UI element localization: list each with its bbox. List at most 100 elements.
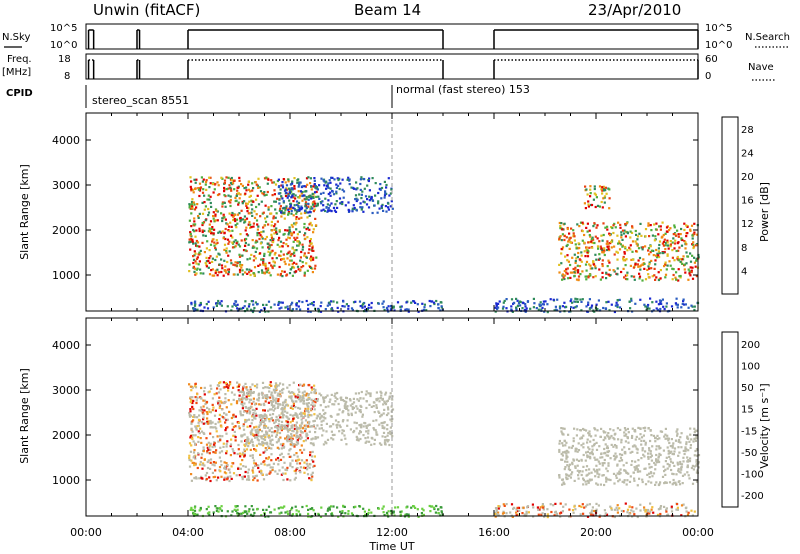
scatter-cell bbox=[206, 512, 210, 515]
scatter-cell bbox=[223, 248, 226, 251]
scatter-cell bbox=[365, 406, 368, 410]
scatter-cell bbox=[353, 206, 356, 210]
scatter-cell bbox=[326, 438, 330, 441]
scatter-cell bbox=[196, 393, 199, 396]
scatter-cell bbox=[677, 467, 680, 471]
scatter-cell bbox=[582, 442, 585, 445]
scatter-cell bbox=[562, 481, 565, 484]
scatter-cell bbox=[278, 469, 281, 472]
scatter-cell bbox=[583, 202, 586, 205]
scatter-cell bbox=[689, 457, 692, 460]
scatter-cell bbox=[653, 274, 656, 277]
scatter-cell bbox=[205, 256, 208, 259]
scatter-cell bbox=[207, 259, 210, 262]
scatter-cell bbox=[385, 511, 389, 514]
nsearch-tick-top: 10^5 bbox=[705, 23, 732, 34]
scatter-cell bbox=[605, 478, 608, 481]
scatter-cell bbox=[644, 278, 648, 281]
freq-unit-label: [MHz] bbox=[2, 67, 31, 78]
scatter-cell bbox=[589, 188, 592, 191]
scatter-cell bbox=[251, 456, 254, 459]
scatter-cell bbox=[399, 308, 402, 311]
scatter-cell bbox=[292, 196, 295, 199]
scatter-cell bbox=[495, 302, 498, 305]
scatter-cell bbox=[675, 297, 678, 300]
scatter-cell bbox=[208, 390, 211, 393]
scatter-cell bbox=[382, 511, 385, 514]
scatter-cell bbox=[290, 397, 293, 400]
scatter-cell bbox=[258, 403, 261, 406]
scatter-cell bbox=[379, 390, 382, 393]
scatter-cell bbox=[388, 194, 391, 197]
scatter-cell bbox=[321, 434, 324, 437]
scatter-cell bbox=[288, 231, 291, 234]
scatter-cell bbox=[275, 433, 278, 436]
scatter-cell bbox=[689, 433, 692, 436]
scatter-cell bbox=[689, 274, 692, 277]
scatter-cell bbox=[691, 234, 694, 237]
scatter-cell bbox=[666, 239, 669, 242]
scatter-cell bbox=[226, 440, 229, 443]
scatter-cell bbox=[437, 306, 440, 310]
scatter-cell bbox=[307, 202, 310, 205]
scatter-cell bbox=[295, 415, 299, 418]
scatter-cell bbox=[262, 226, 265, 229]
scatter-cell bbox=[361, 190, 364, 193]
scatter-cell bbox=[582, 222, 585, 226]
scatter-cell bbox=[380, 197, 383, 200]
scatter-cell bbox=[517, 506, 521, 509]
scatter-cell bbox=[596, 308, 599, 311]
scatter-cell bbox=[610, 434, 613, 438]
scatter-cell bbox=[209, 458, 213, 461]
scatter-cell bbox=[293, 434, 296, 437]
scatter-cell bbox=[497, 306, 500, 309]
scatter-cell bbox=[580, 436, 583, 439]
scatter-cell bbox=[275, 227, 278, 230]
scatter-cell bbox=[216, 507, 219, 510]
scatter-cell bbox=[312, 465, 315, 468]
scatter-cell bbox=[503, 299, 506, 302]
scatter-cell bbox=[631, 434, 634, 438]
scatter-cell bbox=[311, 425, 314, 428]
colorbar-tick-label: 8 bbox=[741, 243, 747, 254]
scatter-cell bbox=[292, 240, 295, 243]
scatter-cell bbox=[569, 263, 572, 267]
scatter-cell bbox=[277, 302, 280, 305]
scatter-cell bbox=[647, 273, 650, 276]
scatter-cell bbox=[338, 424, 341, 427]
scatter-cell bbox=[642, 453, 645, 456]
scatter-cell bbox=[279, 425, 282, 429]
scatter-cell bbox=[193, 267, 196, 270]
scatter-cell bbox=[628, 300, 631, 303]
scatter-cell bbox=[241, 478, 244, 481]
scatter-cell bbox=[602, 438, 605, 442]
scatter-cell bbox=[256, 234, 259, 237]
scatter-cell bbox=[381, 435, 384, 438]
scatter-cell bbox=[199, 506, 202, 510]
scatter-cell bbox=[230, 262, 233, 265]
scatter-cell bbox=[610, 246, 613, 249]
scatter-cell bbox=[669, 245, 672, 248]
scatter-cell bbox=[693, 308, 696, 312]
scatter-cell bbox=[270, 391, 273, 394]
scatter-cell bbox=[674, 276, 677, 279]
scatter-cell bbox=[194, 181, 197, 184]
scatter-cell bbox=[634, 438, 637, 441]
scatter-cell bbox=[205, 179, 208, 182]
scatter-cell bbox=[287, 236, 290, 239]
scatter-cell bbox=[316, 202, 319, 205]
scatter-cell bbox=[300, 436, 303, 439]
scatter-cell bbox=[674, 239, 677, 242]
scatter-cell bbox=[217, 391, 221, 394]
scatter-cell bbox=[301, 245, 305, 249]
scatter-cell bbox=[315, 195, 318, 198]
scatter-cell bbox=[659, 307, 662, 311]
scatter-cell bbox=[612, 454, 616, 457]
scatter-cell bbox=[285, 205, 288, 208]
scatter-cell bbox=[594, 275, 597, 278]
scatter-cell bbox=[639, 265, 642, 268]
scatter-cell bbox=[297, 182, 300, 185]
scatter-cell bbox=[647, 276, 650, 279]
scatter-cell bbox=[647, 457, 650, 460]
scatter-cell bbox=[591, 267, 594, 270]
